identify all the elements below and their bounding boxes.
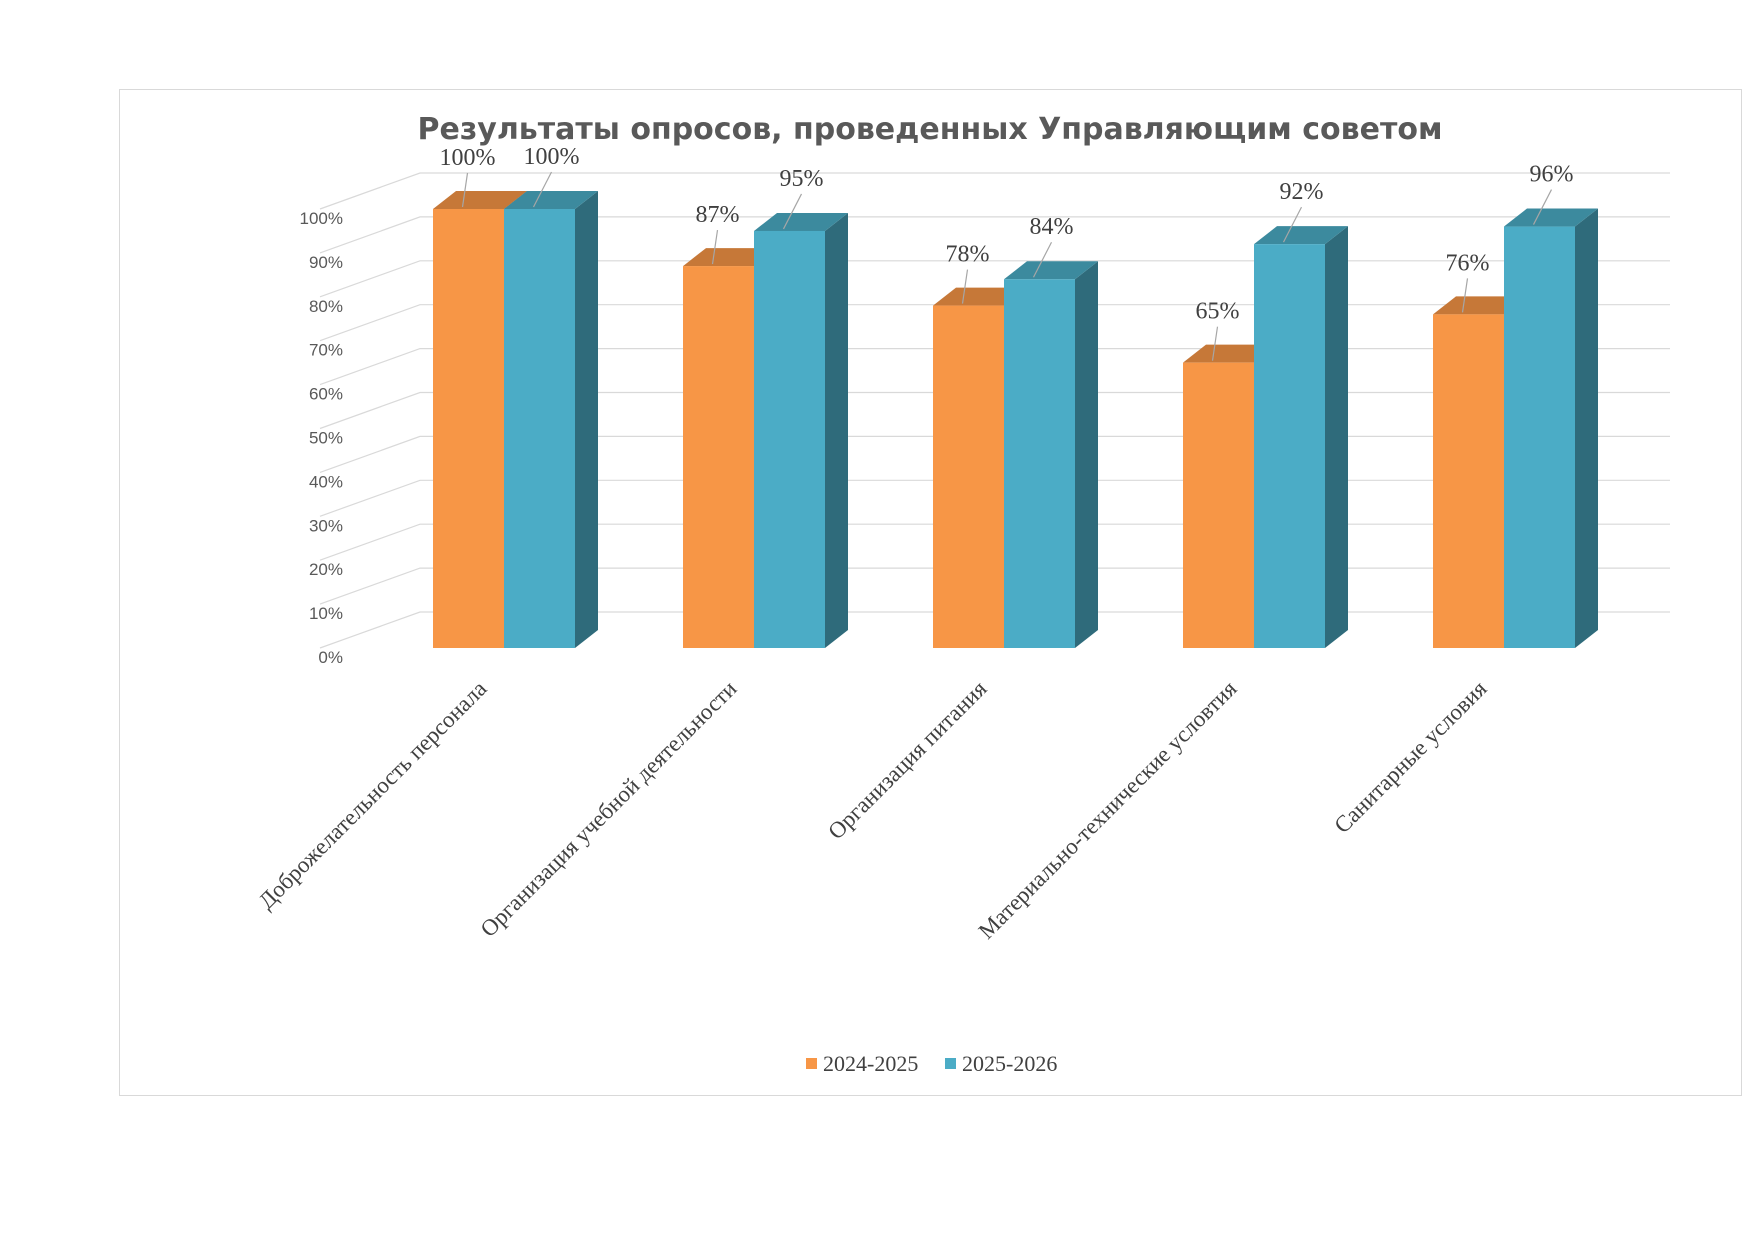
bar [1183, 362, 1254, 648]
data-label-leader [1532, 189, 1553, 225]
bar-side [1325, 226, 1348, 648]
data-label-leader [711, 229, 719, 265]
y-tick-label: 80% [309, 297, 343, 316]
x-tick-label: Санитарные условия [1329, 676, 1491, 838]
bar [1433, 314, 1504, 648]
y-tick-label: 30% [309, 516, 343, 535]
data-label-leader [782, 193, 803, 230]
gridline [319, 260, 1670, 298]
data-label-leader [461, 172, 469, 208]
bar [433, 209, 504, 648]
data-label: 96% [1530, 162, 1574, 188]
y-tick-label: 100% [300, 209, 343, 228]
legend-swatch [806, 1058, 817, 1069]
bars [433, 191, 1598, 648]
data-label: 84% [1030, 214, 1074, 240]
bar [1504, 226, 1575, 648]
x-axis-ticks: Доброжелательность персоналаОрганизация … [254, 676, 1492, 944]
data-label-leader [961, 269, 969, 304]
legend-label: 2025-2026 [962, 1051, 1057, 1076]
data-label-leader [532, 171, 553, 208]
data-label: 76% [1446, 250, 1490, 276]
x-tick-label: Организация учебной деятельности [476, 676, 742, 942]
data-label: 95% [780, 166, 824, 192]
bar-side [1075, 261, 1098, 648]
bar-top [1254, 226, 1348, 245]
legend: 2024-2025 2025-2026 [806, 1051, 1057, 1076]
data-label-leader [1032, 241, 1053, 278]
legend-swatch [945, 1058, 956, 1069]
data-label: 87% [696, 202, 740, 228]
gridline [319, 172, 1670, 210]
bar-top [754, 212, 848, 231]
data-label-leader [1211, 326, 1219, 361]
y-tick-label: 10% [309, 604, 343, 623]
bar-side [575, 191, 598, 648]
y-tick-label: 20% [309, 560, 343, 579]
bar-top [1004, 261, 1098, 280]
chart-title: Результаты опросов, проведенных Управляю… [418, 112, 1443, 147]
data-label: 100% [440, 145, 496, 171]
y-tick-label: 40% [309, 472, 343, 491]
x-tick-label: Материально-технические условтия [974, 676, 1242, 944]
bar-top [1504, 208, 1598, 227]
data-label: 78% [946, 242, 990, 268]
bar [504, 209, 575, 648]
bar-side [1575, 208, 1598, 648]
bar-side [825, 212, 848, 648]
bar [683, 266, 754, 648]
data-label-leader [1461, 278, 1469, 313]
bar-top [1433, 296, 1527, 315]
bar-top [504, 191, 598, 209]
bar-top [683, 248, 777, 267]
data-label: 65% [1196, 299, 1240, 325]
bar [754, 230, 825, 648]
bar-top [933, 287, 1027, 306]
bar [1254, 244, 1325, 648]
y-tick-label: 60% [309, 385, 343, 404]
legend-label: 2024-2025 [823, 1051, 918, 1076]
x-tick-label: Организация питания [823, 676, 992, 845]
y-tick-label: 90% [309, 253, 343, 272]
gridline [319, 216, 1670, 254]
y-axis-ticks: 0% 10% 20% 30% 40% 50% 60% 70% 80% 90% 100% [300, 209, 343, 667]
bar-top [433, 191, 527, 209]
gridline [319, 304, 1670, 342]
x-tick-label: Доброжелательность персонала [254, 676, 492, 914]
y-tick-label: 70% [309, 341, 343, 360]
bar-top [1183, 344, 1277, 363]
data-label: 100% [524, 144, 580, 170]
y-tick-label: 50% [309, 429, 343, 448]
bar [933, 305, 1004, 648]
bar [1004, 279, 1075, 648]
data-label: 92% [1280, 179, 1324, 205]
data-label-leader [1282, 206, 1303, 243]
y-tick-label: 0% [318, 648, 343, 667]
data-labels: 100% 100% 87% 95% 78% 84% 65% 92% 76% 96% [440, 144, 1574, 361]
